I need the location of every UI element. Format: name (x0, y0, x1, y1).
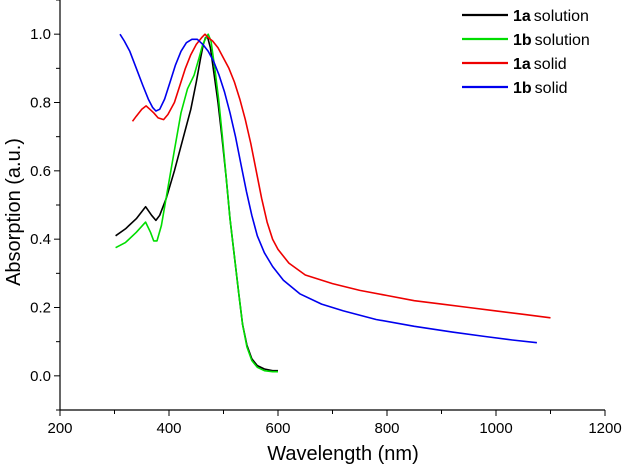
y-tick-label: 0.2 (30, 300, 51, 317)
y-tick-label: 0.8 (30, 95, 51, 112)
legend-label-1a-solution: 1a solution (513, 8, 589, 25)
series-lines (115, 33, 551, 373)
legend-label-1a-solid: 1a solid (513, 56, 567, 73)
legend-label-1b-solid: 1b solid (513, 80, 568, 97)
y-tick-label: 0.0 (30, 368, 51, 385)
x-tick-label: 800 (374, 420, 399, 437)
x-tick-label: 600 (265, 420, 290, 437)
y-tick-label: 0.4 (30, 231, 51, 248)
x-tick-label: 1000 (479, 420, 512, 437)
y-tick-label: 1.0 (30, 26, 51, 43)
axes: 200 400 600 800 1000 1200 0.0 0.2 0.4 0.6 0.8 1.0 (30, 0, 622, 437)
legend-label-1b-solution: 1b solution (513, 32, 590, 49)
series-line-1a-solution (115, 36, 278, 372)
x-tick-label: 400 (156, 420, 181, 437)
y-tick-label: 0.6 (30, 163, 51, 180)
x-tick-label: 200 (47, 420, 72, 437)
x-tick-label: 1200 (588, 420, 621, 437)
series-line-1b-solid (119, 33, 537, 344)
y-axis-title: Absorption (a.u.) (3, 138, 25, 286)
x-axis-title: Wavelength (nm) (267, 443, 419, 465)
series-line-1b-solution (115, 33, 278, 373)
series-line-1a-solid (131, 33, 551, 319)
legend: 1a solution 1b solution 1a solid 1b solid (462, 8, 590, 97)
